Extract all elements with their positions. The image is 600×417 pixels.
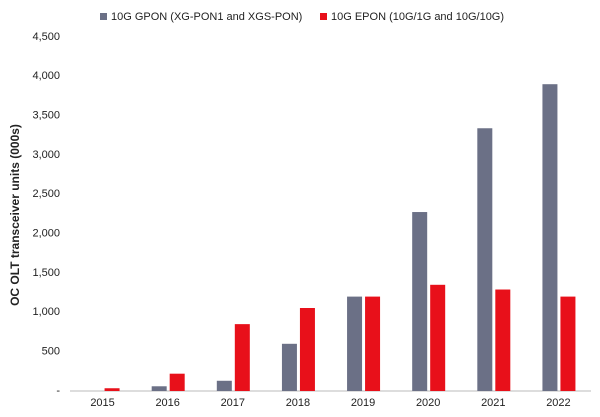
legend-swatch bbox=[100, 13, 107, 20]
x-tick-label: 2019 bbox=[351, 397, 375, 409]
x-tick-label: 2018 bbox=[286, 397, 310, 409]
bar bbox=[347, 296, 363, 391]
bar bbox=[542, 84, 558, 391]
legend-swatch bbox=[320, 13, 327, 20]
x-tick-label: 2015 bbox=[90, 397, 114, 409]
bar bbox=[169, 373, 185, 391]
y-tick-label: - bbox=[56, 385, 60, 397]
bar bbox=[495, 289, 511, 391]
legend-label: 10G EPON (10G/1G and 10G/10G) bbox=[331, 11, 504, 23]
bar bbox=[104, 388, 120, 391]
y-tick-label: 3,000 bbox=[32, 149, 60, 161]
x-tick-label: 2021 bbox=[481, 397, 505, 409]
bar bbox=[560, 296, 576, 391]
bar bbox=[477, 128, 493, 391]
y-tick-label: 2,500 bbox=[32, 188, 60, 200]
y-tick-label: 4,500 bbox=[32, 31, 60, 43]
y-axis-label: OC OLT transceiver units (000s) bbox=[8, 124, 22, 306]
legend-label: 10G GPON (XG-PON1 and XGS-PON) bbox=[111, 11, 302, 23]
y-tick-label: 500 bbox=[42, 346, 60, 358]
x-tick-label: 2022 bbox=[546, 397, 570, 409]
y-tick-label: 2,000 bbox=[32, 228, 60, 240]
y-tick-label: 1,000 bbox=[32, 306, 60, 318]
bar bbox=[151, 386, 167, 391]
y-tick-label: 4,000 bbox=[32, 70, 60, 82]
x-tick-label: 2016 bbox=[155, 397, 179, 409]
bar bbox=[365, 296, 381, 391]
y-tick-label: 3,500 bbox=[32, 110, 60, 122]
bar bbox=[299, 308, 315, 391]
bar bbox=[234, 324, 250, 391]
bar bbox=[412, 212, 428, 391]
bar bbox=[281, 343, 297, 391]
y-tick-label: 1,500 bbox=[32, 267, 60, 279]
x-tick-label: 2020 bbox=[416, 397, 440, 409]
x-tick-label: 2017 bbox=[221, 397, 245, 409]
bar bbox=[430, 284, 446, 391]
bar bbox=[216, 380, 232, 391]
